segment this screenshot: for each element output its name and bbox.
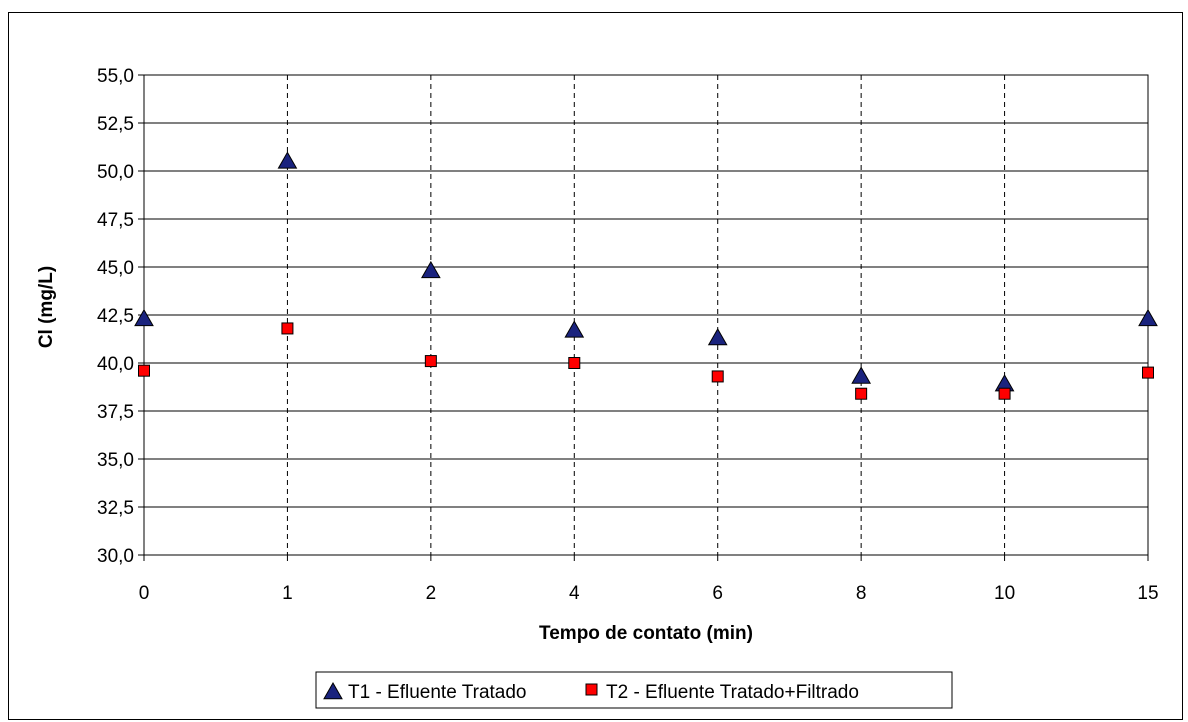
- point-t2: [1142, 366, 1154, 379]
- y-tick-label: 42,5: [97, 306, 134, 327]
- x-tick-label: 8: [856, 583, 867, 604]
- point-t1: [851, 366, 872, 384]
- x-tick-label: 4: [569, 583, 580, 604]
- point-t1: [134, 308, 154, 327]
- y-tick-label: 32,5: [97, 498, 134, 519]
- point-t1: [277, 151, 298, 169]
- y-tick-label: 40,0: [97, 354, 134, 375]
- legend-marker-square: [585, 683, 598, 696]
- point-t1: [1138, 308, 1158, 327]
- point-t2: [424, 355, 437, 368]
- x-tick-label: 6: [712, 583, 723, 604]
- point-t2: [855, 387, 868, 400]
- chart-frame: [8, 12, 1183, 720]
- point-t2: [998, 387, 1011, 400]
- legend-box: [315, 671, 953, 709]
- x-tick-label: 0: [139, 583, 150, 604]
- grid-layer: [144, 74, 1148, 556]
- y-tick-label: 55,0: [97, 66, 134, 87]
- y-tick-label: 47,5: [97, 210, 134, 231]
- point-t1: [420, 260, 441, 279]
- point-t1: [564, 320, 585, 338]
- x-axis-ticks: 0 1 2 4 6 8 10 15: [139, 555, 1159, 604]
- point-t2: [281, 322, 294, 335]
- legend: T1 - Efluente Tratado T2 - Efluente Trat…: [315, 671, 953, 709]
- point-t2: [711, 370, 724, 383]
- point-t2: [568, 357, 581, 369]
- point-t2: [138, 364, 150, 377]
- x-tick-label: 1: [282, 583, 293, 604]
- legend-entry-t1: T1 - Efluente Tratado: [348, 682, 527, 703]
- legend-marker-triangle: [323, 681, 343, 700]
- y-tick-label: 35,0: [97, 450, 134, 471]
- x-tick-label: 10: [994, 583, 1015, 604]
- x-tick-label: 2: [426, 583, 437, 604]
- y-tick-label: 37,5: [97, 402, 134, 423]
- data-marks: [134, 151, 1158, 400]
- point-t1: [707, 328, 728, 346]
- x-tick-label: 15: [1137, 583, 1158, 604]
- y-axis-ticks: 30,0 32,5 35,0 37,5 40,0 42,5 45,0 47,5 50,0 52,5…: [97, 66, 144, 567]
- legend-entry-t2: T2 - Efluente Tratado+Filtrado: [606, 682, 859, 703]
- y-tick-label: 30,0: [97, 546, 134, 567]
- y-tick-label: 52,5: [97, 114, 134, 135]
- x-axis-title: Tempo de contato (min): [539, 623, 753, 644]
- y-axis-title: Cl (mg/L): [36, 266, 57, 348]
- y-tick-label: 45,0: [97, 258, 134, 279]
- y-tick-label: 50,0: [97, 162, 134, 183]
